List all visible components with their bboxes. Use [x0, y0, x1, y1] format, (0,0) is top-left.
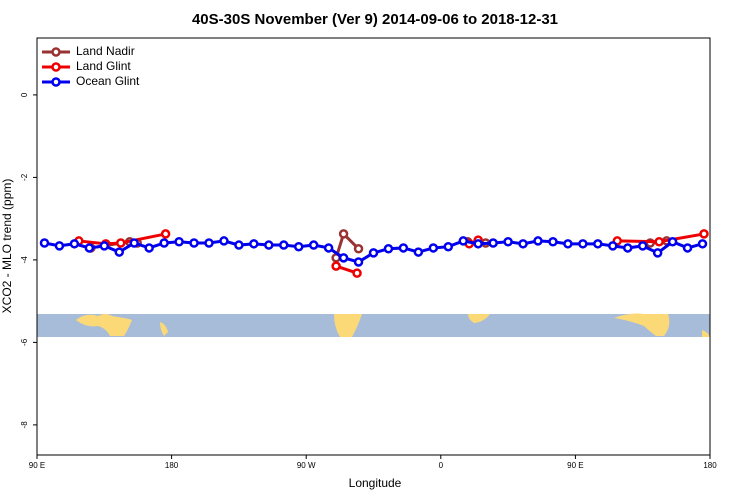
- point: [308, 240, 319, 250]
- point: [697, 239, 708, 249]
- plot-frame: [36, 37, 711, 456]
- point: [84, 243, 95, 253]
- legend-label: Ocean Glint: [76, 74, 140, 88]
- point: [116, 238, 126, 248]
- legend-label: Land Glint: [76, 59, 131, 73]
- point: [593, 239, 603, 249]
- point: [331, 261, 341, 271]
- x-tick-label: 0: [439, 461, 444, 470]
- point: [234, 240, 244, 250]
- point: [667, 237, 678, 247]
- point: [413, 247, 424, 257]
- legend-label: Land Nadir: [76, 44, 135, 58]
- point: [608, 241, 618, 251]
- y-tick-label: -8: [20, 421, 29, 429]
- point: [652, 248, 663, 258]
- x-tick-label: 90 E: [567, 461, 583, 470]
- point: [189, 238, 199, 248]
- point: [204, 238, 214, 248]
- point: [578, 239, 588, 249]
- y-tick-label: -4: [20, 256, 29, 264]
- point: [458, 236, 468, 246]
- point: [174, 237, 184, 247]
- point: [622, 243, 633, 253]
- point: [338, 229, 349, 239]
- point: [114, 247, 125, 257]
- legend-marker: [51, 62, 61, 72]
- legend-marker: [51, 77, 61, 87]
- point: [264, 240, 274, 250]
- point: [144, 243, 154, 253]
- legend-marker: [51, 47, 61, 57]
- point: [548, 237, 558, 247]
- x-axis-label: Longitude: [349, 476, 402, 490]
- point: [323, 243, 334, 253]
- chart-title: 40S-30S November (Ver 9) 2014-09-06 to 2…: [192, 11, 558, 28]
- point: [219, 236, 229, 246]
- point: [99, 241, 110, 251]
- point: [293, 241, 304, 252]
- point: [353, 257, 364, 267]
- point: [682, 243, 693, 253]
- point: [352, 268, 362, 278]
- point: [279, 240, 289, 250]
- y-tick-label: 0: [20, 92, 29, 97]
- point: [503, 237, 513, 247]
- y-axis-label: XCO2 - MLO trend (ppm): [0, 179, 14, 314]
- point: [69, 239, 80, 249]
- point: [518, 239, 528, 249]
- point: [443, 241, 454, 252]
- point: [383, 244, 394, 254]
- point: [428, 243, 439, 253]
- point: [159, 238, 169, 248]
- point: [160, 229, 171, 239]
- x-tick-label: 180: [703, 461, 717, 470]
- y-tick-label: -6: [20, 338, 29, 346]
- y-tick-label: -2: [20, 173, 29, 181]
- point: [54, 241, 65, 251]
- point: [654, 237, 664, 247]
- point: [488, 238, 498, 248]
- point: [398, 243, 409, 253]
- point: [699, 229, 709, 239]
- point: [563, 239, 573, 249]
- point: [353, 244, 364, 254]
- x-tick-label: 90 E: [29, 461, 45, 470]
- x-tick-label: 180: [165, 461, 179, 470]
- point: [637, 241, 648, 251]
- point: [368, 248, 379, 258]
- point: [533, 236, 543, 246]
- series-line: [78, 232, 705, 275]
- point: [129, 238, 139, 248]
- map-strip: [37, 313, 710, 337]
- point: [338, 253, 349, 263]
- point: [473, 239, 483, 249]
- point: [39, 238, 50, 248]
- point: [249, 239, 259, 249]
- x-tick-label: 90 W: [297, 461, 316, 470]
